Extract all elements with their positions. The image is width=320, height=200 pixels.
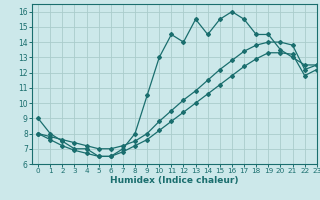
X-axis label: Humidex (Indice chaleur): Humidex (Indice chaleur) (110, 176, 239, 185)
